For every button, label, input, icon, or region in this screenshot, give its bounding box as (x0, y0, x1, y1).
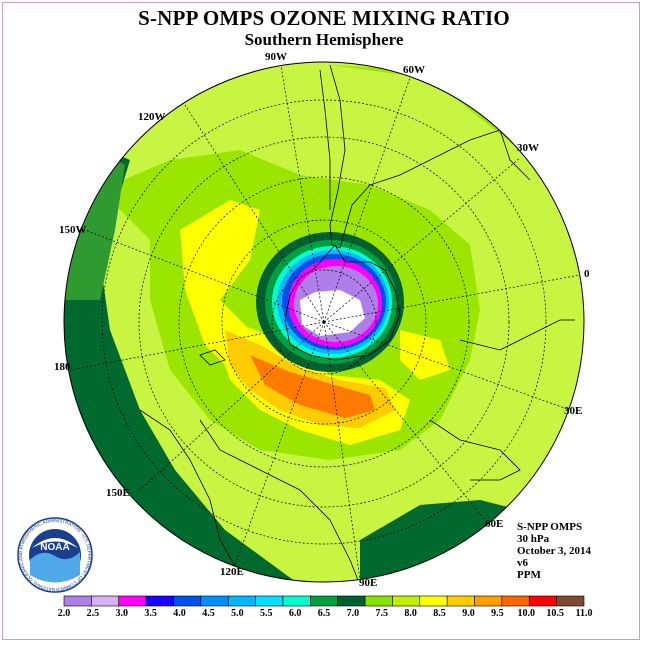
colorbar-swatch (419, 595, 448, 607)
colorbar-tick-label: 8.0 (404, 608, 417, 619)
lon-label-90e: 90E (359, 577, 378, 589)
andes-line (319, 69, 331, 210)
info-level: 30 hPa (517, 533, 550, 545)
australia-west-coast (139, 409, 241, 576)
lon-label-30e: 30E (564, 405, 583, 417)
colorbar-tick-label: 6.0 (288, 608, 302, 619)
lon-label-30w: 30W (517, 142, 539, 154)
lon-label-60w: 60W (403, 64, 425, 76)
colorbar-tick-label: 5.5 (259, 608, 273, 619)
info-version: v6 (517, 557, 528, 569)
colorbar-swatch (501, 595, 530, 607)
dark-green-belt-west (64, 130, 300, 582)
lon-label-180: 180 (54, 361, 71, 373)
colorbar-tick-label: 7.5 (375, 608, 389, 619)
colorbar-tick-label: 11.0 (575, 608, 593, 619)
logo-wave (30, 552, 80, 583)
logo-text: NOAA (40, 542, 69, 553)
colorbar-tick-label: 4.5 (202, 608, 215, 619)
colorbar-tick-label: 3.5 (144, 608, 157, 619)
colorbar-tick-label: 9.5 (491, 608, 504, 619)
lon-label-0: 0 (584, 268, 590, 280)
colorbar-swatch (282, 595, 311, 607)
africa-coast (459, 319, 575, 351)
orange-region (250, 355, 375, 418)
yellow-region-east (400, 330, 450, 380)
colorbar-tick-label: 6.5 (317, 608, 331, 619)
lon-label-150w: 150W (59, 224, 87, 236)
lon-label-120w: 120W (138, 111, 166, 123)
colorbar-swatch (63, 595, 92, 607)
southern-coast (429, 419, 521, 481)
colorbar-tick-label: 3.0 (115, 608, 129, 619)
map-boundary (63, 61, 585, 583)
colorbar-tick-label: 4.0 (173, 608, 186, 619)
colorbar-tick-label: 2.5 (86, 608, 100, 619)
colorbar-tick-label: 8.5 (433, 608, 446, 619)
logo-gull (32, 538, 78, 548)
colorbar-tick-label: 2.0 (57, 608, 71, 619)
colorbar-swatch (91, 595, 120, 607)
new-zealand (199, 349, 226, 366)
colorbar-tick-label: 5.0 (231, 608, 244, 619)
colorbar-swatch (364, 595, 393, 607)
lon-label-120e: 120E (220, 566, 244, 578)
figure-frame (2, 2, 640, 640)
colorbar-tick-label: 10.5 (546, 608, 564, 619)
colorbar-swatch (200, 595, 229, 607)
info-date: October 3, 2014 (517, 545, 592, 557)
lon-label-150e: 150E (106, 487, 130, 499)
colorbar-tick-label: 7.0 (346, 608, 360, 619)
colorbar-swatch (556, 595, 585, 607)
colorbar-swatch (337, 595, 366, 607)
south-america-coast (329, 64, 531, 249)
figure-title: S-NPP OMPS OZONE MIXING RATIO (138, 6, 510, 30)
colorbar-swatch (173, 595, 202, 607)
colorbar-swatch (118, 595, 147, 607)
colorbar-swatch (255, 595, 284, 607)
info-block: S-NPP OMPS 30 hPa October 3, 2014 v6 PPM (517, 521, 591, 581)
colorbar-tick-label: 9.0 (462, 608, 475, 619)
colorbar-swatch (446, 595, 475, 607)
lon-label-90w: 90W (265, 51, 287, 63)
coastlines (139, 64, 575, 582)
colorbar-swatch (145, 595, 174, 607)
graticule (69, 62, 581, 581)
australia-coast (199, 419, 361, 582)
colorbar-swatch (310, 595, 338, 607)
info-instrument: S-NPP OMPS (517, 521, 583, 533)
figure-subtitle: Southern Hemisphere (244, 30, 404, 49)
lon-label-60e: 60E (485, 518, 504, 530)
colorbar-swatch (528, 595, 557, 607)
colorbar-tick-label: 10.0 (517, 608, 535, 619)
colorbar-swatch (474, 595, 503, 607)
info-units: PPM (517, 569, 541, 581)
colorbar-swatch (392, 595, 421, 607)
colorbar-swatch (227, 595, 256, 607)
